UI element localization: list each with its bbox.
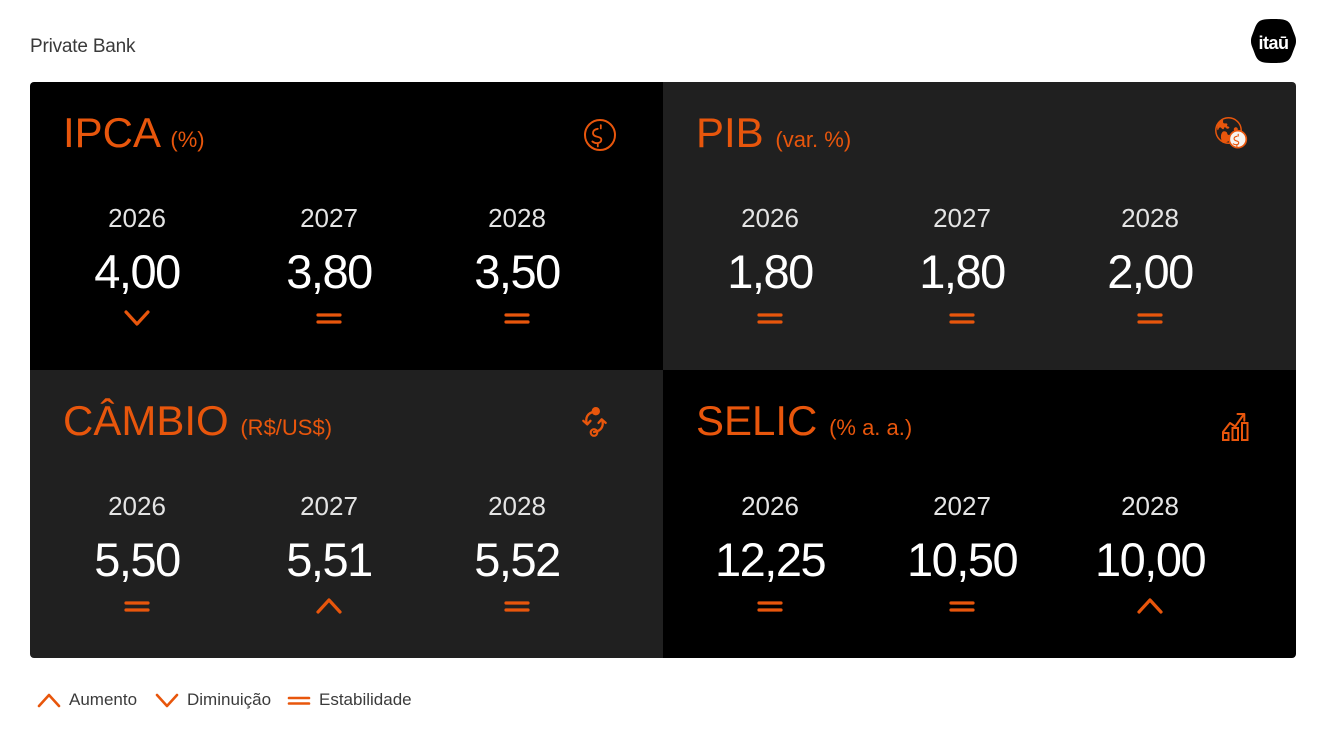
svg-text:itaū: itaū <box>1258 33 1288 53</box>
